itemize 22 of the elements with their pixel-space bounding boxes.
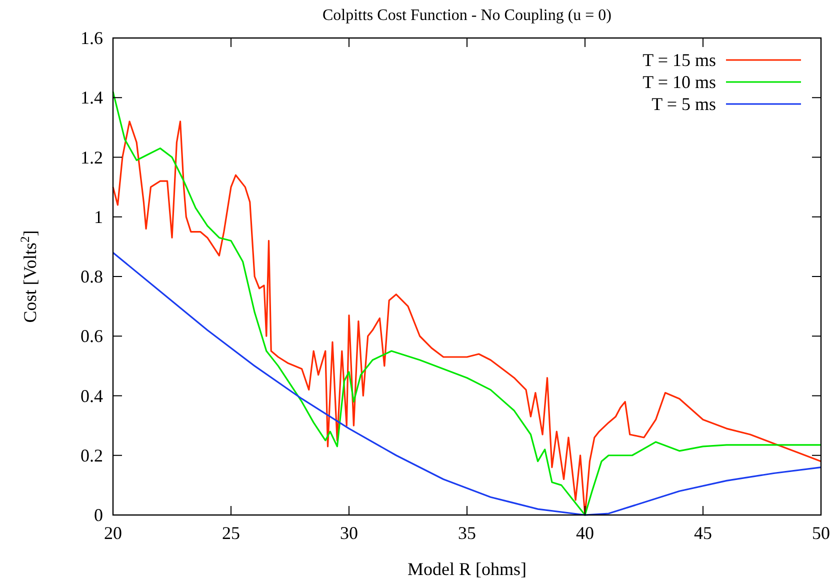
line-series xyxy=(112,252,822,516)
x-tick-label: 45 xyxy=(694,523,712,543)
y-tick-label: 0 xyxy=(94,505,103,525)
x-tick-label: 50 xyxy=(812,523,830,543)
y-tick-label: 1.4 xyxy=(80,88,103,108)
x-axis-title: Model R [ohms] xyxy=(408,559,526,579)
y-tick-label: 0.6 xyxy=(80,326,103,346)
y-tick-label: 0.8 xyxy=(80,266,103,286)
x-tick-label: 25 xyxy=(222,523,240,543)
y-tick-label: 0.4 xyxy=(80,386,103,406)
y-tick-label: 1.2 xyxy=(80,147,103,168)
y-tick-label: 1 xyxy=(94,206,103,227)
legend-label: T = 15 ms xyxy=(642,50,716,70)
legend-label: T = 10 ms xyxy=(642,72,716,92)
x-tick-label: 30 xyxy=(340,523,358,543)
legend-label: T = 5 ms xyxy=(652,94,716,114)
y-tick-label: 0.2 xyxy=(80,445,103,466)
x-tick-label: 40 xyxy=(576,523,594,543)
y-tick-label: 1.6 xyxy=(80,28,103,48)
x-tick-label: 35 xyxy=(458,523,476,543)
chart-title: Colpitts Cost Function - No Coupling (u = 0) xyxy=(322,7,612,24)
x-tick-label: 20 xyxy=(104,523,122,543)
